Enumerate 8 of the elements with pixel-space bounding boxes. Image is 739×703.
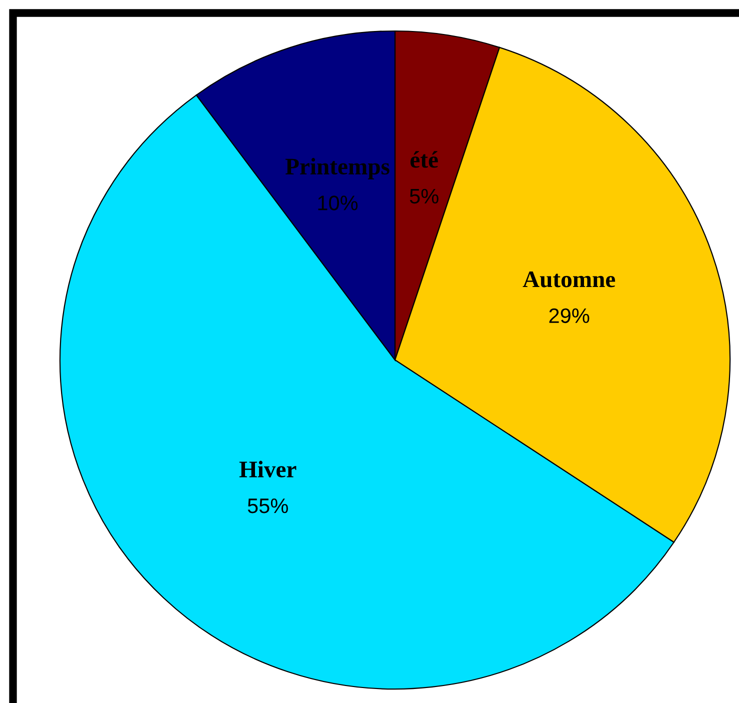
- slice-label: été: [410, 151, 438, 168]
- data-label: 10%: [318, 196, 358, 210]
- slice-label: Automne: [522, 271, 616, 288]
- data-label: 55%: [248, 498, 288, 514]
- slice-label: Hiver: [239, 460, 296, 478]
- slice-label: Printemps: [285, 158, 390, 180]
- data-label: 29%: [549, 308, 590, 324]
- data-label: 5%: [410, 188, 438, 204]
